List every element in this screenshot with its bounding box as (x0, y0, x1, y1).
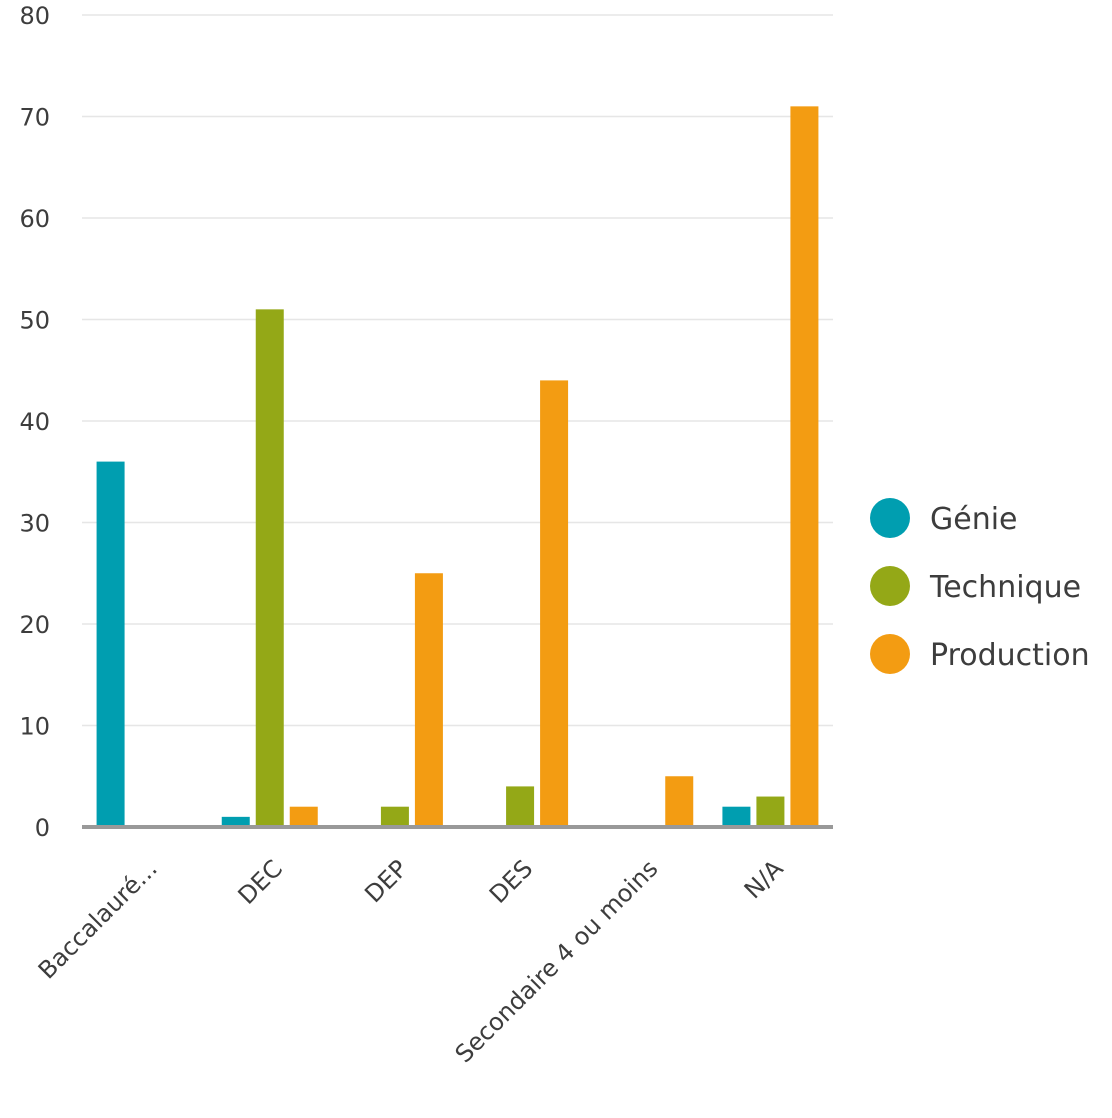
legend-label: Technique (929, 570, 1081, 605)
y-tick-label: 40 (19, 408, 50, 436)
y-tick-label: 0 (35, 814, 50, 842)
bar-g-nie-0 (96, 461, 125, 827)
legend-label: Production (930, 638, 1090, 673)
bar-technique-3 (506, 786, 535, 827)
bar-technique-1 (255, 309, 284, 828)
x-tick-label: DEP (359, 854, 413, 908)
y-tick-label: 10 (19, 713, 50, 741)
bar-production-4 (665, 776, 694, 827)
y-tick-label: 50 (19, 307, 50, 335)
x-tick-label: Baccalauré... (33, 854, 163, 984)
bar-g-nie-5 (722, 806, 751, 827)
bar-g-nie-1 (221, 816, 250, 827)
bar-technique-2 (380, 806, 409, 827)
bar-production-3 (540, 380, 569, 827)
y-tick-label: 20 (19, 611, 50, 639)
bar-production-5 (790, 106, 819, 828)
y-axis-tick-labels: 0 10 20 30 40 50 60 70 80 (19, 2, 50, 842)
x-tick-label: N/A (739, 854, 789, 904)
bar-production-2 (414, 573, 443, 827)
bars (96, 106, 819, 828)
y-tick-label: 30 (19, 510, 50, 538)
legend-swatch (870, 566, 910, 606)
y-tick-label: 60 (19, 205, 50, 233)
x-tick-label: DES (484, 854, 538, 908)
y-tick-label: 80 (19, 2, 50, 30)
bar-production-1 (289, 806, 318, 827)
legend-swatch (870, 634, 910, 674)
gridlines (82, 14, 833, 727)
x-tick-label: Secondaire 4 ou moins (450, 854, 664, 1068)
x-tick-label: DEC (233, 854, 288, 909)
bar-technique-5 (756, 796, 785, 827)
y-tick-label: 70 (19, 104, 50, 132)
legend: Génie Technique Production (870, 498, 1090, 674)
legend-swatch (870, 498, 910, 538)
legend-label: Génie (930, 502, 1018, 537)
